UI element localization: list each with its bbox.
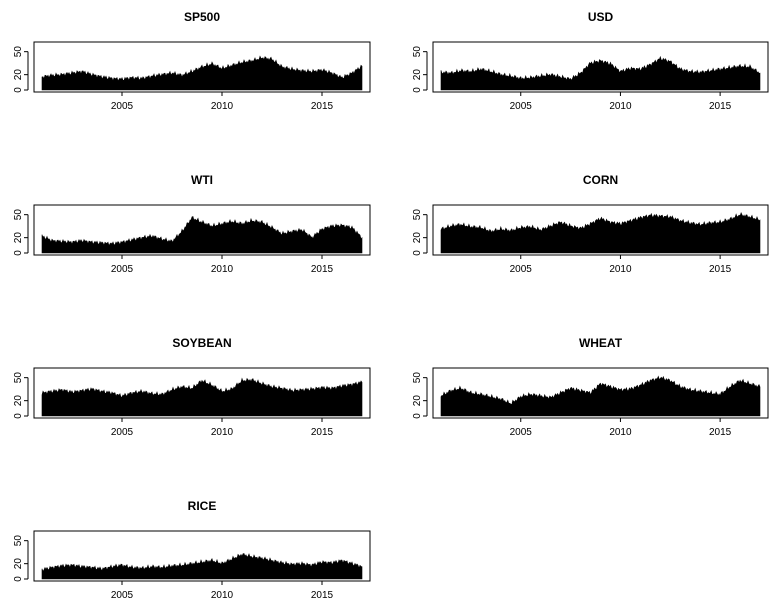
series-area-sp500 — [41, 55, 363, 91]
x-tick-label: 2015 — [709, 101, 732, 112]
x-tick-label: 2015 — [311, 101, 334, 112]
x-tick-label: 2005 — [510, 101, 533, 112]
plot-frame — [432, 367, 769, 419]
panel-title: SP500 — [184, 10, 220, 24]
y-tick-label: 50 — [412, 209, 423, 221]
x-tick-label: 2005 — [111, 101, 134, 112]
y-tick-label: 20 — [13, 232, 24, 244]
plot-frame — [33, 204, 371, 256]
y-tick-label: 0 — [13, 87, 24, 93]
x-tick-label: 2010 — [609, 101, 632, 112]
panel-title: CORN — [583, 173, 618, 187]
x-tick-label: 2010 — [211, 427, 234, 438]
x-tick-label: 2015 — [709, 427, 732, 438]
x-tick-label: 2010 — [609, 427, 632, 438]
x-tick-label: 2005 — [111, 264, 134, 275]
x-tick-label: 2005 — [111, 427, 134, 438]
panel-title: USD — [588, 10, 614, 24]
series-area-soybean — [41, 377, 363, 417]
series-area-wheat — [440, 375, 761, 417]
y-tick-label: 50 — [13, 46, 24, 58]
plot-frame — [33, 41, 371, 93]
plot-frame — [33, 530, 371, 582]
series-area-corn — [440, 211, 761, 254]
plot-frame — [432, 204, 769, 256]
x-tick-label: 2015 — [311, 590, 334, 601]
panel-rice: RICE 0 20 50 2005 2010 2015 — [13, 499, 371, 601]
x-tick-label: 2015 — [311, 427, 334, 438]
y-tick-label: 0 — [13, 413, 24, 419]
panel-usd: USD 0 20 50 2005 2010 2015 — [412, 10, 769, 112]
y-tick-label: 0 — [13, 250, 24, 256]
y-tick-label: 50 — [412, 46, 423, 58]
y-tick-label: 20 — [412, 395, 423, 407]
y-tick-label: 0 — [412, 413, 423, 419]
x-tick-label: 2005 — [510, 264, 533, 275]
x-tick-label: 2005 — [510, 427, 533, 438]
y-tick-label: 0 — [412, 250, 423, 256]
x-tick-label: 2010 — [211, 590, 234, 601]
plot-frame — [33, 367, 371, 419]
y-tick-label: 20 — [13, 69, 24, 81]
panel-wheat: WHEAT 0 20 50 2005 2010 2015 — [412, 336, 769, 438]
x-tick-label: 2010 — [609, 264, 632, 275]
panel-title: SOYBEAN — [172, 336, 231, 350]
panel-soybean: SOYBEAN 0 20 50 2005 2010 2015 — [13, 336, 371, 438]
panel-title: WHEAT — [579, 336, 623, 350]
y-tick-label: 50 — [13, 372, 24, 384]
plot-frame — [432, 41, 769, 93]
series-area-rice — [41, 553, 363, 580]
y-tick-label: 50 — [13, 209, 24, 221]
x-tick-label: 2010 — [211, 101, 234, 112]
panel-title: RICE — [188, 499, 217, 513]
y-tick-label: 20 — [13, 395, 24, 407]
x-tick-label: 2015 — [311, 264, 334, 275]
series-area-usd — [440, 55, 761, 91]
y-tick-label: 50 — [412, 372, 423, 384]
y-tick-label: 20 — [412, 232, 423, 244]
panel-wti: WTI 0 20 50 2005 2010 2015 — [13, 173, 371, 275]
y-tick-label: 20 — [13, 558, 24, 570]
x-tick-label: 2010 — [211, 264, 234, 275]
x-tick-label: 2005 — [111, 590, 134, 601]
panel-title: WTI — [191, 173, 213, 187]
y-tick-label: 50 — [13, 535, 24, 547]
y-tick-label: 0 — [13, 576, 24, 582]
panel-sp500: SP500 0 20 50 2005 2010 2015 — [13, 10, 371, 112]
y-tick-label: 0 — [412, 87, 423, 93]
x-tick-label: 2015 — [709, 264, 732, 275]
y-tick-label: 20 — [412, 69, 423, 81]
series-area-wti — [41, 216, 363, 254]
panel-corn: CORN 0 20 50 2005 2010 2015 — [412, 173, 769, 275]
